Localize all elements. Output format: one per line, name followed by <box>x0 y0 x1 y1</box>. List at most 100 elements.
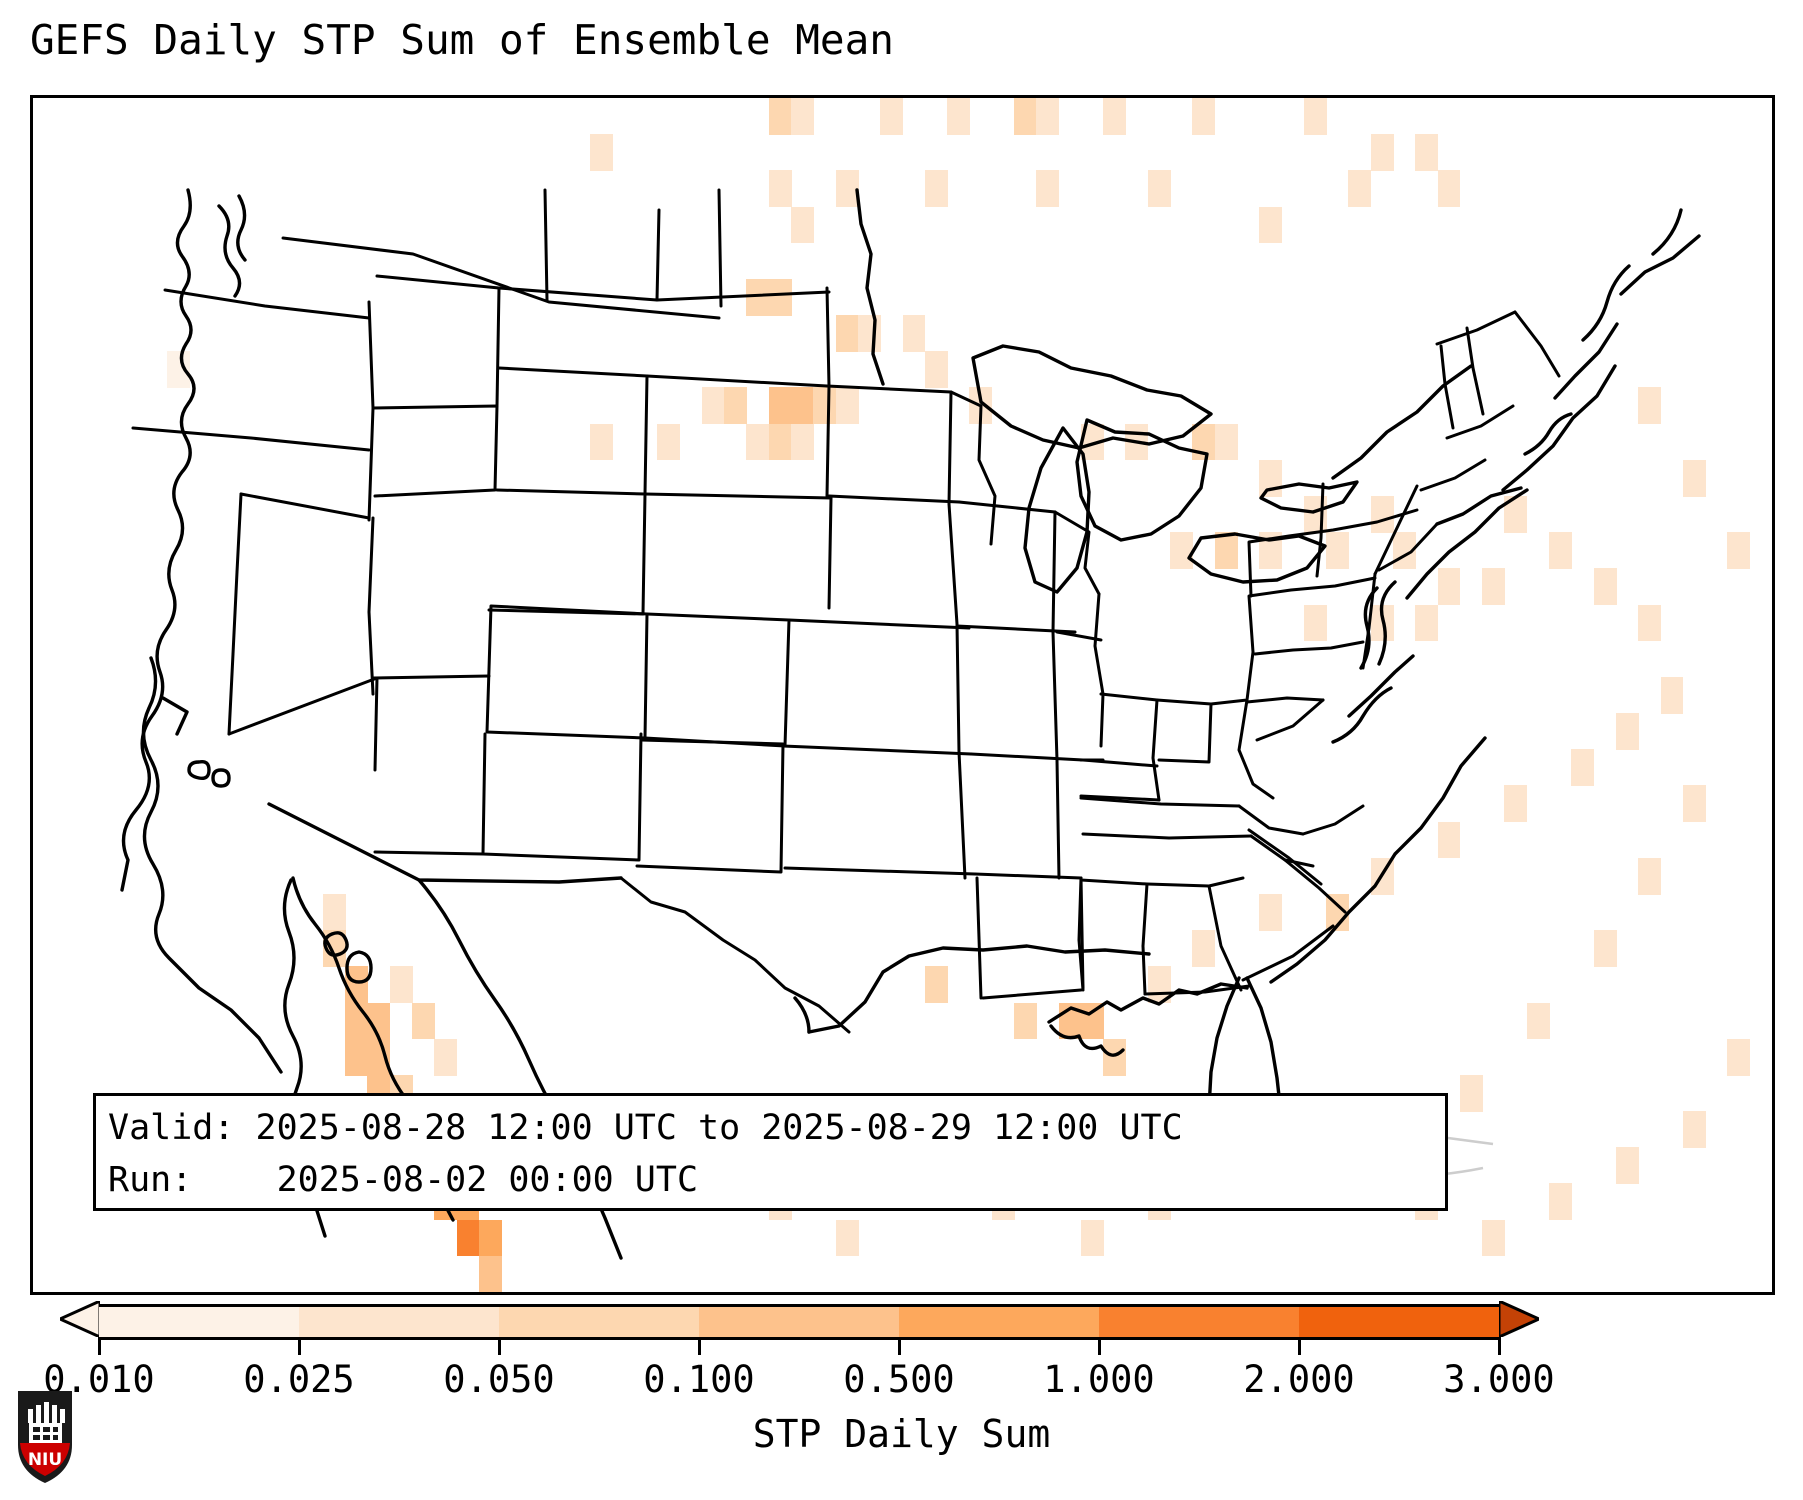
heatmap-cell <box>768 387 792 425</box>
colorbar-tick <box>897 1337 901 1355</box>
heatmap-cell <box>1504 785 1528 823</box>
heatmap-cell <box>1593 568 1617 606</box>
heatmap-cell <box>924 351 948 389</box>
heatmap-cell <box>1013 1002 1037 1040</box>
heatmap-cell <box>791 98 814 135</box>
heatmap-cell <box>1615 1147 1639 1185</box>
colorbar-axis-label: STP Daily Sum <box>752 1412 1051 1456</box>
heatmap-cell <box>1192 98 1216 135</box>
heatmap-cell <box>1682 1111 1706 1148</box>
heatmap-cell <box>835 1219 859 1257</box>
colorbar-extend-right-icon <box>1499 1301 1539 1337</box>
heatmap-cell <box>657 423 681 461</box>
heatmap-cell <box>1549 1183 1572 1221</box>
colorbar-tick-label: 0.500 <box>843 1358 955 1401</box>
heatmap-cell <box>1326 894 1349 931</box>
heatmap-cell <box>768 98 792 135</box>
heatmap-cell <box>1326 532 1349 569</box>
heatmap-cell <box>1482 568 1506 606</box>
heatmap-cell <box>590 134 614 171</box>
heatmap-cell <box>1080 423 1104 461</box>
heatmap-cell <box>478 1219 502 1257</box>
heatmap-cell <box>791 387 814 425</box>
heatmap-cell <box>1682 785 1706 823</box>
colorbar-tick-label: 0.050 <box>443 1358 555 1401</box>
heatmap-cell <box>1526 1002 1550 1040</box>
colorbar-segment-3 <box>699 1307 899 1337</box>
heatmap-cell <box>1459 1074 1483 1112</box>
heatmap-cell <box>1214 423 1238 461</box>
heatmap-cell <box>1103 1038 1127 1076</box>
heatmap-cell <box>746 423 770 461</box>
heatmap-cell <box>746 278 770 316</box>
heatmap-cell <box>1638 387 1662 425</box>
colorbar-tick <box>1097 1337 1101 1355</box>
heatmap-cell <box>1303 604 1327 642</box>
colorbar-extend-left-icon <box>60 1301 100 1337</box>
heatmap-cell <box>1259 894 1283 931</box>
heatmap-cell <box>701 387 725 425</box>
svg-text:NIU: NIU <box>28 1450 62 1470</box>
heatmap-cell <box>1415 604 1439 642</box>
colorbar-segment-5 <box>1099 1307 1299 1337</box>
page-title: GEFS Daily STP Sum of Ensemble Mean <box>30 16 894 64</box>
heatmap-cell <box>1080 1219 1104 1257</box>
heatmap-cell <box>835 315 859 352</box>
heatmap-cell <box>1638 604 1662 642</box>
heatmap-cell <box>1437 821 1461 859</box>
heatmap-cell <box>456 1219 480 1257</box>
colorbar-tick-label: 1.000 <box>1043 1358 1155 1401</box>
heatmap-cell <box>1036 170 1060 208</box>
heatmap-cell <box>1348 170 1372 208</box>
heatmap-cell <box>1615 713 1639 750</box>
colorbar-tick-label: 0.100 <box>643 1358 755 1401</box>
heatmap-cell <box>835 170 859 208</box>
heatmap-cell <box>768 278 792 316</box>
heatmap-cell <box>1170 532 1193 569</box>
colorbar-tick-label: 0.025 <box>243 1358 355 1401</box>
heatmap-cell <box>835 387 859 425</box>
heatmap-cell <box>590 423 614 461</box>
colorbar-segment-4 <box>899 1307 1099 1337</box>
heatmap-cell <box>813 387 837 425</box>
heatmap-cell <box>1103 98 1127 135</box>
heatmap-cell <box>1303 98 1327 135</box>
valid-time-text: Valid: 2025-08-28 12:00 UTC to 2025-08-2… <box>108 1108 1183 1148</box>
heatmap-cell <box>768 170 792 208</box>
heatmap-cell <box>1437 170 1461 208</box>
heatmap-cell <box>367 1038 391 1076</box>
heatmap-cell <box>1147 170 1171 208</box>
heatmap-cell <box>1259 532 1283 569</box>
heatmap-cell <box>880 98 904 135</box>
heatmap-cell <box>1482 1219 1506 1257</box>
colorbar-tick <box>1297 1337 1301 1355</box>
heatmap-cell <box>924 966 948 1004</box>
colorbar-tick-label: 3.000 <box>1443 1358 1555 1401</box>
heatmap-cell <box>1214 532 1238 569</box>
heatmap-cell <box>1504 496 1528 533</box>
colorbar-segment-0 <box>99 1307 299 1337</box>
map-geography <box>120 188 1701 1260</box>
heatmap-cell <box>1013 98 1037 135</box>
heatmap-cell <box>1727 532 1751 569</box>
heatmap-cell <box>1549 532 1572 569</box>
heatmap-cell <box>768 423 792 461</box>
heatmap-cell <box>924 170 948 208</box>
heatmap-cell <box>1437 568 1461 606</box>
colorbar-tick <box>1497 1337 1501 1355</box>
heatmap-cell <box>389 966 413 1004</box>
heatmap-cell <box>166 351 190 389</box>
colorbar-tick <box>97 1337 101 1355</box>
heatmap-cell <box>1192 930 1216 967</box>
run-time-text: Run: 2025-08-02 00:00 UTC <box>108 1160 699 1200</box>
heatmap-cell <box>1036 98 1060 135</box>
heatmap-cell <box>1370 134 1394 171</box>
colorbar-segment-2 <box>499 1307 699 1337</box>
colorbar-segment-1 <box>299 1307 499 1337</box>
map-plot-area: Valid: 2025-08-28 12:00 UTC to 2025-08-2… <box>30 95 1775 1295</box>
heatmap-cell <box>1415 134 1439 171</box>
heatmap-cell <box>478 1255 502 1292</box>
heatmap-cell <box>791 423 814 461</box>
heatmap-cell <box>1638 857 1662 895</box>
heatmap-cell <box>1571 749 1595 787</box>
